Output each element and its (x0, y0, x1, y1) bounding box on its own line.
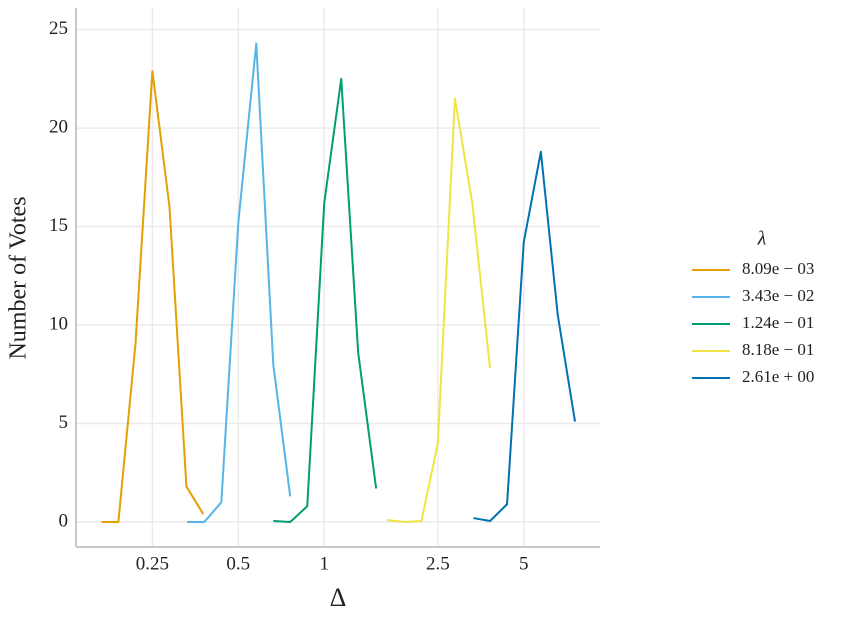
x-tick-label: 5 (519, 553, 529, 574)
y-tick-label: 10 (49, 313, 68, 334)
series-line (101, 70, 205, 523)
series-line (187, 42, 292, 523)
x-tick-label: 1 (319, 553, 329, 574)
y-tick-label: 15 (49, 215, 68, 236)
x-tick-label: 0.5 (226, 553, 250, 574)
x-axis-label: Δ (330, 583, 347, 612)
legend-title: λ (757, 228, 767, 250)
legend-label: 2.61e + 00 (742, 367, 814, 386)
y-axis-label: Number of Votes (6, 196, 32, 359)
legend-label: 8.18e − 01 (742, 340, 814, 359)
y-tick-label: 0 (59, 510, 69, 531)
series-line (473, 150, 576, 523)
x-tick-label: 0.25 (136, 553, 169, 574)
series-line (273, 77, 378, 523)
y-tick-label: 20 (49, 116, 68, 137)
legend-label: 1.24e − 01 (742, 313, 814, 332)
legend-label: 3.43e − 02 (742, 286, 814, 305)
series-line (386, 97, 492, 523)
x-tick-label: 2.5 (426, 553, 450, 574)
y-tick-label: 5 (59, 412, 69, 433)
legend-label: 8.09e − 03 (742, 259, 814, 278)
legend: λ 8.09e − 03 3.43e − 02 1.24e − 01 8.18e − 0… (692, 228, 814, 386)
y-tick-label: 25 (49, 18, 68, 39)
